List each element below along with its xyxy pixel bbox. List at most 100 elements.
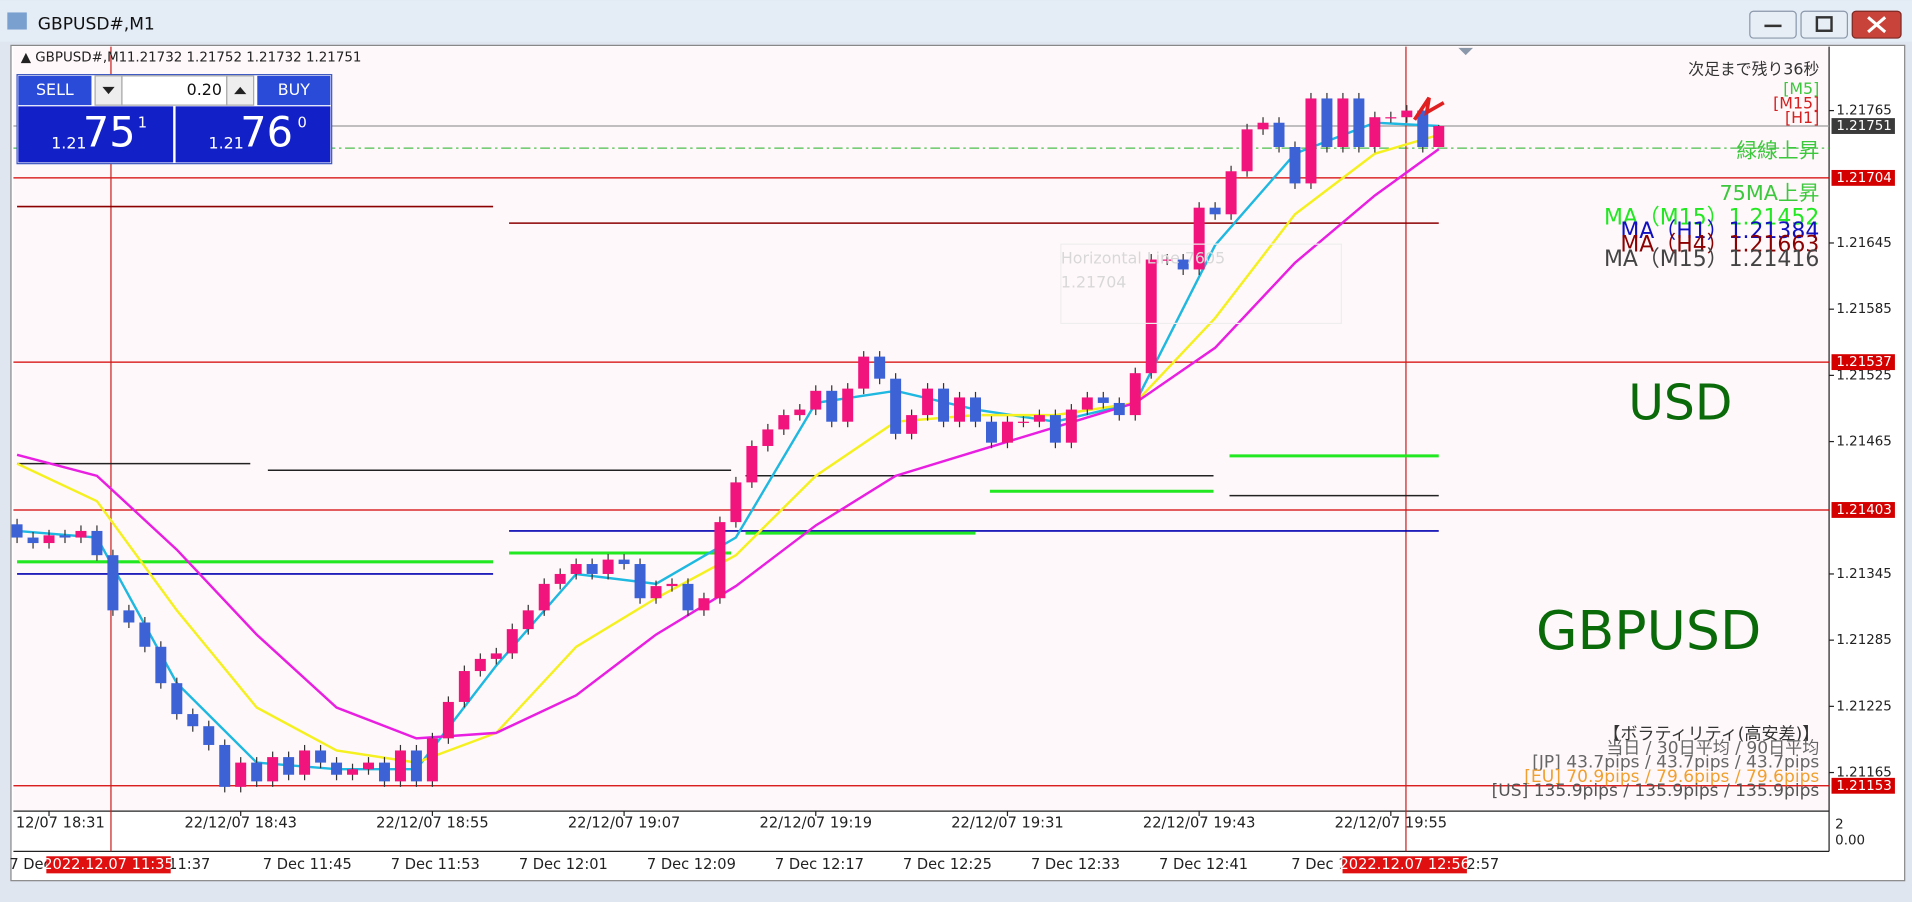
buy-price-frac: 0: [298, 114, 307, 131]
sell-label: SELL: [36, 80, 74, 99]
ma-line: [16, 133, 1440, 764]
candle-body: [906, 415, 918, 434]
candle-body: [1209, 207, 1221, 215]
lot-down-icon: [102, 86, 115, 95]
bid-label: 1.21751: [1836, 119, 1891, 134]
candle-body: [762, 429, 774, 446]
candle-body: [922, 388, 934, 416]
candle-body: [618, 559, 630, 565]
annotation: 次足まで残り36秒: [1688, 59, 1819, 78]
level-label: 1.21403: [1836, 503, 1891, 518]
title-bar: [0, 0, 1912, 42]
candle-body: [11, 524, 23, 538]
y-tick-label: 1.21465: [1836, 435, 1891, 450]
candle-body: [1321, 98, 1333, 147]
sell-price-frac: 1: [138, 114, 147, 131]
candle-body: [363, 762, 374, 770]
candle-body: [730, 482, 742, 523]
cursor-time-tag: [46, 856, 171, 874]
x-tick-label: 22/12/07 18:43: [184, 814, 296, 831]
buy-price-box[interactable]: [175, 106, 331, 163]
lot-input[interactable]: [121, 75, 228, 106]
y-tick-label: 1.21525: [1836, 368, 1891, 383]
candle-body: [410, 750, 422, 782]
candle-body: [1289, 146, 1301, 184]
header-open: 1.21732: [127, 51, 182, 66]
y-tick-label: 1.21225: [1836, 699, 1891, 714]
sell-price-box[interactable]: [18, 106, 174, 163]
candle-body: [522, 610, 534, 630]
candle-body: [139, 622, 151, 647]
y-tick-label: 1.21345: [1836, 567, 1891, 582]
lot-up-icon: [234, 86, 247, 95]
candle-body: [1433, 126, 1445, 147]
app-icon: [7, 12, 27, 30]
annotation: MA（H1）1.21384: [1620, 219, 1819, 244]
sub-scale: 2: [1835, 818, 1844, 833]
candle-body: [1241, 129, 1253, 172]
candle-body: [954, 397, 966, 422]
close-icon: [1867, 16, 1887, 34]
candle-body: [75, 530, 87, 538]
sub-scale: 0.00: [1835, 833, 1865, 848]
candle-body: [347, 769, 359, 775]
candle-body: [586, 564, 598, 574]
level-tag: [1831, 169, 1895, 186]
level-tag: [1831, 502, 1895, 518]
candle-body: [458, 671, 470, 702]
lower-axis-label: 7 Dec 11:53: [391, 856, 480, 873]
level-tag: [1831, 354, 1895, 371]
candle-body: [1417, 110, 1429, 147]
volatility-line: [JP] 43.7pips / 43.7pips / 43.7pips: [1532, 753, 1819, 773]
candle-body: [858, 356, 870, 389]
candle-body: [538, 583, 550, 611]
maximize-button[interactable]: [1800, 10, 1848, 39]
volatility-line: 【ボラティリティ(高安差)】: [1603, 724, 1819, 744]
candle-body: [203, 726, 215, 745]
x-tick-label: 22/12/07 19:07: [568, 814, 680, 831]
y-tick-label: 1.21585: [1836, 302, 1891, 317]
candle-body: [1225, 171, 1237, 215]
candle-body: [1193, 207, 1205, 270]
candle-body: [506, 629, 518, 654]
candle-body: [810, 390, 822, 410]
candle-body: [283, 757, 295, 775]
x-tick-label: 12/07 18:31: [16, 814, 105, 831]
candle-body: [490, 653, 502, 659]
bid-tag: [1831, 118, 1895, 134]
candle-body: [570, 564, 582, 574]
candle-body: [27, 537, 39, 544]
hand-check: [1412, 96, 1445, 121]
lower-axis-label: 7 Dec 12:09: [647, 856, 736, 873]
lower-axis-label: 7 Dec 12:25: [903, 856, 992, 873]
candle-body: [794, 409, 806, 416]
annotation: 緑線上昇: [1736, 138, 1819, 162]
x-tick-label: 22/12/07 19:31: [951, 814, 1063, 831]
candle-body: [698, 598, 710, 611]
buy-button[interactable]: [257, 75, 331, 106]
lower-axis-label: 7 Dec 12:33: [1031, 856, 1120, 873]
level-tag: [1831, 777, 1895, 794]
trade-panel: SELL 0.20 BUY 1.21 75 1 1.21 76 0: [16, 74, 333, 165]
candle-body: [331, 762, 343, 775]
sell-price-pips: 75: [83, 109, 136, 157]
candle-body: [155, 646, 167, 684]
candle-body: [1001, 421, 1013, 443]
header-low: 1.21732: [246, 51, 301, 66]
cursor-time-tag: [1342, 856, 1467, 874]
x-tick-label: 22/12/07 18:55: [376, 814, 488, 831]
sell-button[interactable]: [18, 75, 92, 106]
annotation: MA（M15）1.21452: [1604, 206, 1819, 231]
candle-body: [251, 762, 263, 782]
plot-layer: [11, 46, 1830, 852]
plot-area: [13, 46, 1830, 812]
y-tick-label: 1.21645: [1836, 236, 1891, 251]
window-title: GBPUSD#,M1: [38, 15, 155, 35]
candle-body: [59, 535, 71, 538]
currency-label: USD: [1628, 374, 1732, 431]
candle-body: [43, 535, 55, 544]
candle-body: [394, 750, 406, 782]
candle-body: [91, 530, 103, 556]
